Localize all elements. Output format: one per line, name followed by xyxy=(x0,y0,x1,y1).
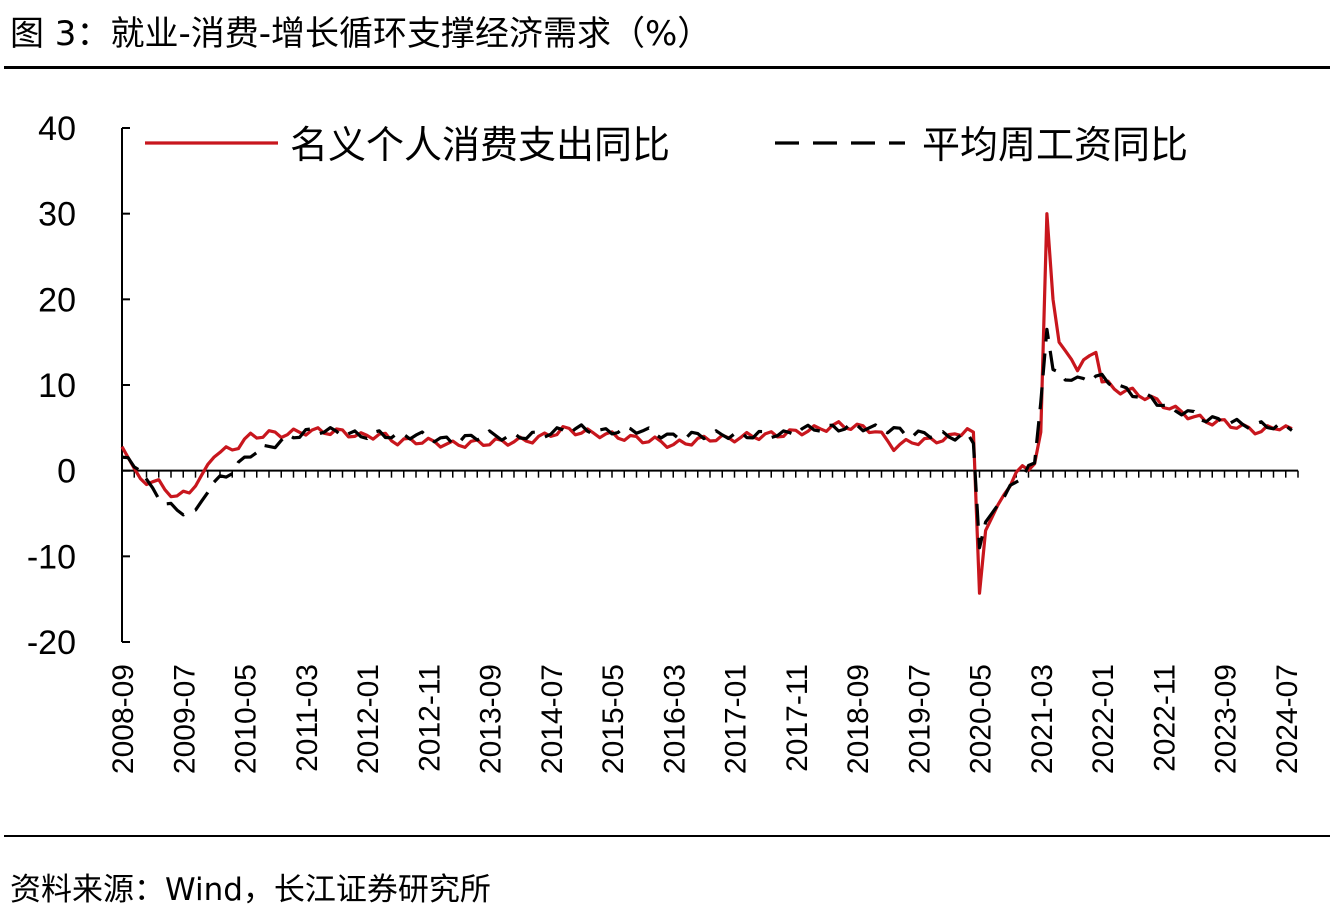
x-tick-label: 2012-11 xyxy=(413,664,446,772)
x-tick-label: 2012-01 xyxy=(352,664,385,774)
x-tick-label: 2013-09 xyxy=(475,664,508,774)
series-line-pce-yoy xyxy=(120,212,1293,595)
x-tick-labels: 2008-09 2009-07 2010-05 2011-03 2012-01 2012-… xyxy=(107,664,1304,774)
x-tick-label: 2019-07 xyxy=(903,664,936,774)
x-tick-label: 2010-05 xyxy=(230,664,263,774)
x-tick-label: 2008-09 xyxy=(107,664,140,774)
bottom-rule xyxy=(4,835,1330,837)
y-tick-label: 10 xyxy=(38,367,76,405)
y-tick-label: 20 xyxy=(38,281,76,319)
series-line-weekly-wage-yoy xyxy=(121,327,1293,550)
y-tick-label: -20 xyxy=(27,624,76,662)
axes xyxy=(121,127,1299,643)
source-note: 资料来源：Wind，长江证券研究所 xyxy=(10,872,491,908)
y-tick-label: -10 xyxy=(27,538,76,576)
x-tick-label: 2009-07 xyxy=(168,664,201,774)
y-tick-labels: 40 30 20 10 0 -10 -20 xyxy=(27,110,76,662)
x-tick-label: 2020-05 xyxy=(965,664,998,774)
x-tick-label: 2022-11 xyxy=(1148,664,1181,772)
y-tick-label: 30 xyxy=(38,196,76,234)
line-chart: 40 30 20 10 0 -10 -20 2008-09 2009-07 2010-05 201… xyxy=(27,110,1304,774)
y-tick-label: 0 xyxy=(57,453,76,491)
x-tick-label: 2017-01 xyxy=(720,664,753,774)
figure-title: 图 3：就业-消费-增长循环支撑经济需求（%） xyxy=(10,14,712,54)
legend-label: 名义个人消费支出同比 xyxy=(290,123,670,167)
x-tick-label: 2024-07 xyxy=(1271,664,1304,774)
x-tick-label: 2023-09 xyxy=(1210,664,1243,774)
x-tick-label: 2017-11 xyxy=(781,664,814,772)
x-tick-label: 2014-07 xyxy=(536,664,569,774)
x-tick-label: 2015-05 xyxy=(597,664,630,774)
x-tick-label: 2021-03 xyxy=(1026,664,1059,774)
y-tick-label: 40 xyxy=(38,110,76,148)
legend: 名义个人消费支出同比 平均周工资同比 xyxy=(145,123,1188,167)
legend-label: 平均周工资同比 xyxy=(922,123,1188,167)
series-lines xyxy=(120,212,1293,595)
top-rule xyxy=(4,66,1330,69)
x-tick-label: 2018-09 xyxy=(842,664,875,774)
x-tick-label: 2016-03 xyxy=(658,664,691,774)
x-tick-label: 2022-01 xyxy=(1087,664,1120,774)
x-tick-label: 2011-03 xyxy=(291,664,324,772)
